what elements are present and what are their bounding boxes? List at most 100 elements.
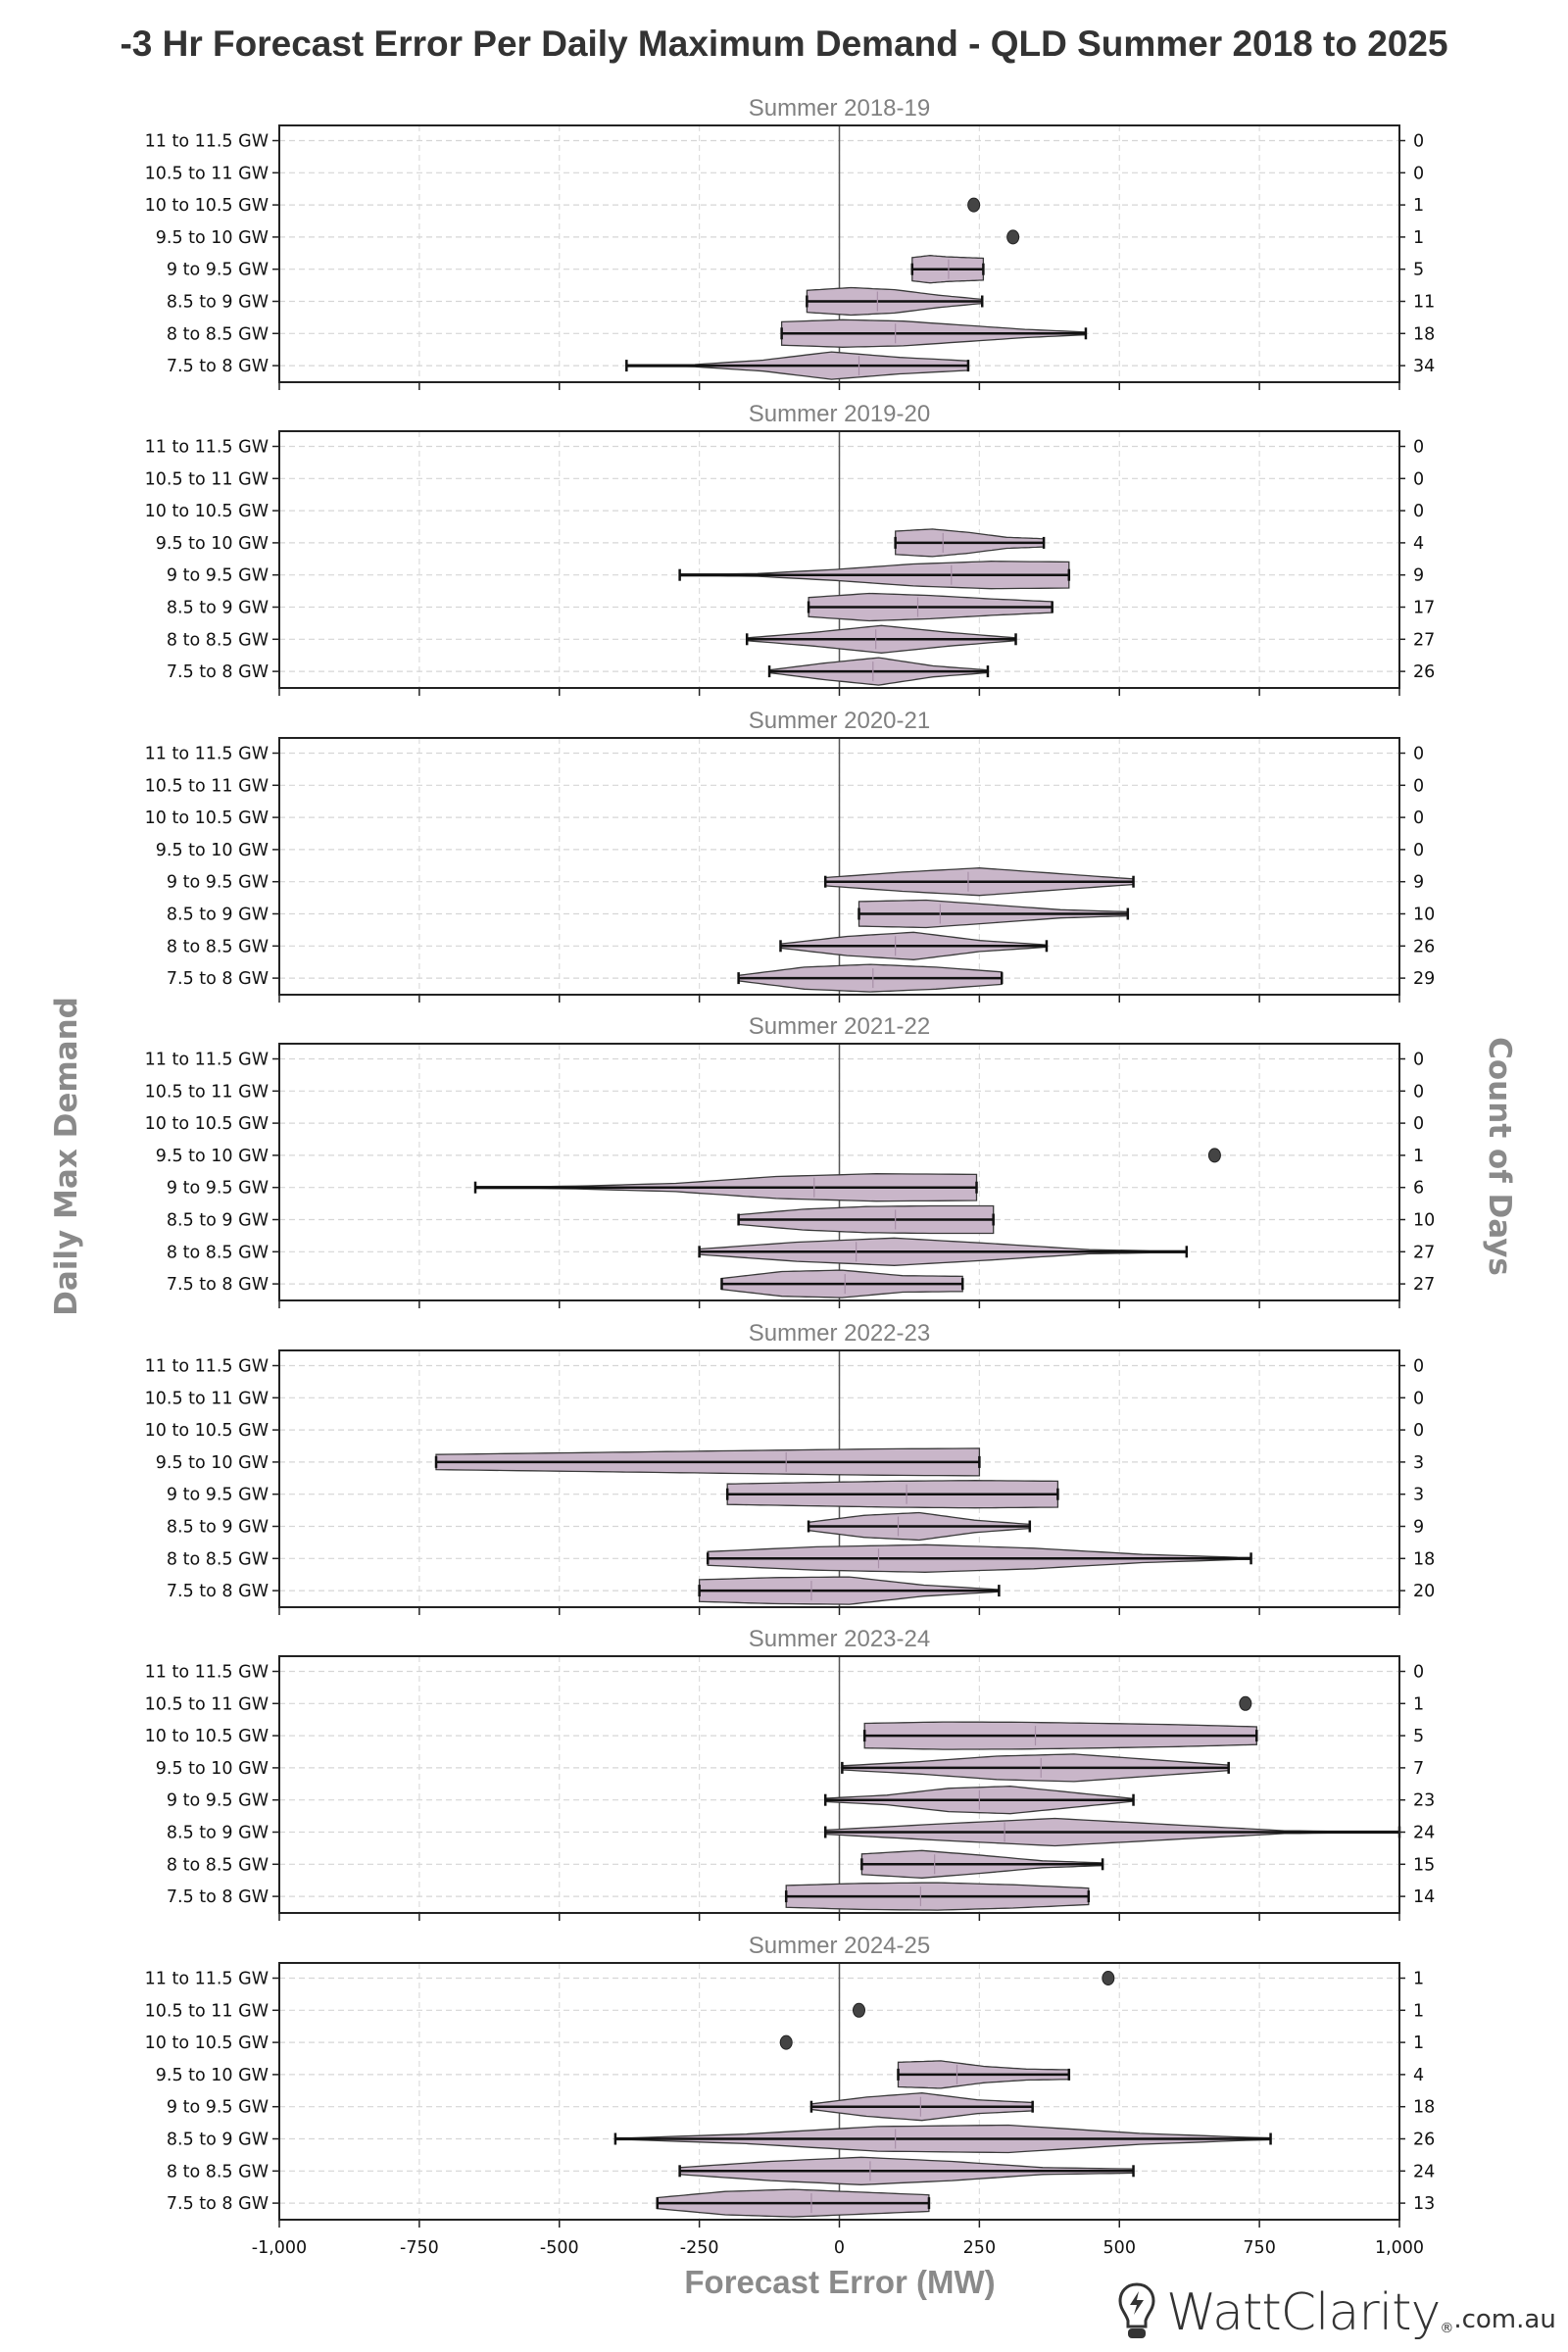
y-tick-label: 8.5 to 9 GW bbox=[167, 599, 269, 618]
single-day-point bbox=[779, 2034, 793, 2050]
count-label: 26 bbox=[1413, 937, 1435, 956]
y-tick-label: 11 to 11.5 GW bbox=[145, 132, 269, 152]
count-label: 26 bbox=[1413, 2131, 1435, 2150]
y-tick-label: 8.5 to 9 GW bbox=[167, 906, 269, 925]
brand-name: WattClarity bbox=[1166, 2283, 1441, 2342]
y-tick-label: 8 to 8.5 GW bbox=[167, 1243, 269, 1262]
y-tick-label: 9 to 9.5 GW bbox=[167, 1486, 269, 1505]
count-label: 15 bbox=[1413, 1855, 1435, 1875]
registered-mark: ® bbox=[1440, 2321, 1454, 2336]
x-tick-label: 250 bbox=[963, 2238, 996, 2258]
count-label: 0 bbox=[1413, 132, 1424, 152]
count-label: 9 bbox=[1413, 566, 1424, 586]
single-day-point bbox=[853, 2002, 866, 2018]
x-tick-label: -750 bbox=[400, 2238, 439, 2258]
y-tick-label: 7.5 to 8 GW bbox=[167, 357, 269, 376]
y-tick-label: 9 to 9.5 GW bbox=[167, 1791, 269, 1811]
y-tick-label: 10 to 10.5 GW bbox=[145, 1421, 269, 1441]
y-tick-label: 8 to 8.5 GW bbox=[167, 1549, 269, 1569]
panel-title: Summer 2022-23 bbox=[749, 1320, 930, 1347]
count-label: 11 bbox=[1413, 293, 1435, 313]
count-label: 0 bbox=[1413, 1421, 1424, 1441]
x-tick-label: 500 bbox=[1103, 2238, 1136, 2258]
count-label: 18 bbox=[1413, 2098, 1435, 2118]
y-tick-label: 7.5 to 8 GW bbox=[167, 1275, 269, 1295]
count-label: 0 bbox=[1413, 1663, 1424, 1683]
y-tick-label: 10.5 to 11 GW bbox=[145, 776, 269, 796]
count-label: 34 bbox=[1413, 357, 1435, 376]
count-label: 0 bbox=[1413, 745, 1424, 764]
y-tick-label: 11 to 11.5 GW bbox=[145, 745, 269, 764]
single-day-point bbox=[1207, 1148, 1221, 1163]
y-tick-label: 10 to 10.5 GW bbox=[145, 196, 269, 216]
count-label: 26 bbox=[1413, 662, 1435, 682]
x-axis-label: Forecast Error (MW) bbox=[684, 2264, 996, 2300]
count-label: 0 bbox=[1413, 1357, 1424, 1377]
y-tick-label: 11 to 11.5 GW bbox=[145, 1051, 269, 1070]
y-tick-label: 10 to 10.5 GW bbox=[145, 2034, 269, 2053]
y-tick-label: 11 to 11.5 GW bbox=[145, 1357, 269, 1377]
y-tick-label: 8.5 to 9 GW bbox=[167, 2131, 269, 2150]
y-tick-label: 8 to 8.5 GW bbox=[167, 2162, 269, 2181]
count-label: 0 bbox=[1413, 1114, 1424, 1134]
count-label: 24 bbox=[1413, 2162, 1435, 2181]
count-label: 5 bbox=[1413, 261, 1424, 280]
count-label: 0 bbox=[1413, 1389, 1424, 1408]
x-tick-label: -500 bbox=[540, 2238, 579, 2258]
count-label: 0 bbox=[1413, 469, 1424, 489]
count-label: 0 bbox=[1413, 808, 1424, 828]
lightbulb-icon bbox=[1118, 2282, 1155, 2338]
count-label: 0 bbox=[1413, 438, 1424, 458]
y-tick-label: 9.5 to 10 GW bbox=[156, 1759, 269, 1779]
y-tick-label: 11 to 11.5 GW bbox=[145, 438, 269, 458]
single-day-point bbox=[1102, 1971, 1115, 1985]
count-label: 0 bbox=[1413, 841, 1424, 860]
count-label: 0 bbox=[1413, 502, 1424, 521]
count-label: 7 bbox=[1413, 1759, 1424, 1779]
y-tick-label: 10 to 10.5 GW bbox=[145, 502, 269, 521]
count-label: 24 bbox=[1413, 1824, 1435, 1843]
count-label: 27 bbox=[1413, 1275, 1435, 1295]
y-tick-label: 9 to 9.5 GW bbox=[167, 1179, 269, 1199]
single-day-point bbox=[1006, 229, 1020, 245]
count-label: 4 bbox=[1413, 534, 1424, 554]
y-tick-label: 7.5 to 8 GW bbox=[167, 1887, 269, 1907]
count-label: 14 bbox=[1413, 1887, 1435, 1907]
count-label: 1 bbox=[1413, 1970, 1424, 1989]
y-tick-label: 10 to 10.5 GW bbox=[145, 808, 269, 828]
count-label: 5 bbox=[1413, 1727, 1424, 1746]
y-tick-label: 9.5 to 10 GW bbox=[156, 2066, 269, 2085]
x-tick-label: -1,000 bbox=[252, 2238, 307, 2258]
count-label: 0 bbox=[1413, 164, 1424, 183]
y-tick-label: 8.5 to 9 GW bbox=[167, 1211, 269, 1231]
y-tick-label: 8 to 8.5 GW bbox=[167, 630, 269, 650]
y-tick-label: 10.5 to 11 GW bbox=[145, 2001, 269, 2021]
y-tick-label: 9 to 9.5 GW bbox=[167, 873, 269, 893]
count-label: 23 bbox=[1413, 1791, 1435, 1811]
count-label: 27 bbox=[1413, 1243, 1435, 1262]
y-tick-label: 7.5 to 8 GW bbox=[167, 2194, 269, 2214]
count-label: 18 bbox=[1413, 1549, 1435, 1569]
count-label: 4 bbox=[1413, 2066, 1424, 2085]
y-tick-label: 8.5 to 9 GW bbox=[167, 1518, 269, 1538]
y-tick-label: 10.5 to 11 GW bbox=[145, 1389, 269, 1408]
brand-domain: .com.au bbox=[1453, 2305, 1556, 2334]
count-label: 27 bbox=[1413, 630, 1435, 650]
panel-title: Summer 2021-22 bbox=[749, 1013, 930, 1040]
y-tick-label: 9.5 to 10 GW bbox=[156, 534, 269, 554]
y-tick-label: 9 to 9.5 GW bbox=[167, 2098, 269, 2118]
single-day-point bbox=[967, 197, 981, 213]
y-tick-label: 11 to 11.5 GW bbox=[145, 1970, 269, 1989]
y-tick-label: 9 to 9.5 GW bbox=[167, 566, 269, 586]
x-tick-label: 1,000 bbox=[1375, 2238, 1424, 2258]
y-tick-label: 10 to 10.5 GW bbox=[145, 1114, 269, 1134]
count-label: 3 bbox=[1413, 1453, 1424, 1473]
y-tick-label: 10.5 to 11 GW bbox=[145, 1694, 269, 1714]
count-label: 0 bbox=[1413, 1082, 1424, 1102]
count-label: 17 bbox=[1413, 599, 1435, 618]
count-label: 13 bbox=[1413, 2194, 1435, 2214]
single-day-point bbox=[1239, 1695, 1252, 1711]
count-label: 1 bbox=[1413, 196, 1424, 216]
count-label: 0 bbox=[1413, 776, 1424, 796]
